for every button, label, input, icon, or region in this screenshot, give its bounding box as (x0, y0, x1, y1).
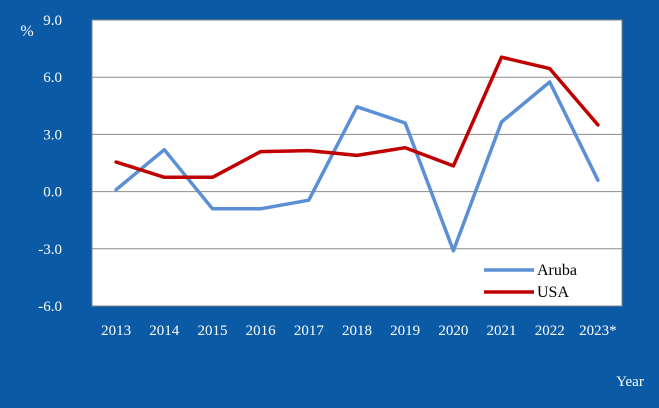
x-axis-label: Year (616, 374, 644, 390)
legend: Aruba USA (484, 262, 577, 301)
y-tick-label: -6.0 (38, 299, 62, 315)
plot-border (91, 19, 623, 307)
y-tick-label: 3.0 (43, 127, 62, 143)
data-point (307, 149, 311, 153)
data-point (162, 175, 166, 179)
data-point (403, 121, 407, 125)
y-tick-label: -3.0 (38, 242, 62, 258)
legend-label: Aruba (537, 262, 577, 279)
data-point (259, 207, 263, 211)
data-point (500, 120, 504, 124)
data-point (548, 80, 552, 84)
x-tick-label: 2019 (390, 323, 420, 339)
data-point (451, 164, 455, 168)
data-point (210, 175, 214, 179)
y-axis-label: % (20, 23, 33, 40)
data-point (259, 150, 263, 154)
data-point (162, 148, 166, 152)
data-point (596, 123, 600, 127)
data-point (355, 105, 359, 109)
x-tick-label: 2018 (342, 323, 372, 339)
y-tick-label: 9.0 (43, 13, 62, 29)
y-tick-labels: 9.0 6.0 3.0 0.0 -3.0 -6.0 (38, 13, 62, 315)
gridlines (92, 76, 622, 250)
data-point (500, 55, 504, 59)
data-point (548, 67, 552, 71)
data-point (403, 146, 407, 150)
data-point (114, 160, 118, 164)
x-tick-label: 2017 (294, 323, 325, 339)
x-tick-label: 2020 (438, 323, 468, 339)
data-point (451, 249, 455, 253)
x-tick-label: 2013 (101, 323, 131, 339)
data-point (307, 198, 311, 202)
plot-area (92, 20, 622, 306)
data-point (596, 178, 600, 182)
y-tick-label: 0.0 (43, 185, 62, 201)
data-point (114, 188, 118, 192)
x-tick-labels: 2013 2014 2015 2016 2017 2018 2019 2020 2021 2022… (101, 323, 617, 339)
x-tick-label: 2022 (535, 323, 565, 339)
data-point (355, 153, 359, 157)
series-group (114, 55, 600, 253)
legend-label: USA (537, 284, 569, 301)
y-tick-label: 6.0 (43, 70, 62, 86)
x-tick-label: 2021 (487, 323, 517, 339)
x-tick-label: 2015 (197, 323, 227, 339)
x-tick-label: 2016 (246, 323, 277, 339)
data-point (210, 207, 214, 211)
x-tick-label: 2023* (579, 323, 617, 339)
x-tick-label: 2014 (149, 323, 180, 339)
